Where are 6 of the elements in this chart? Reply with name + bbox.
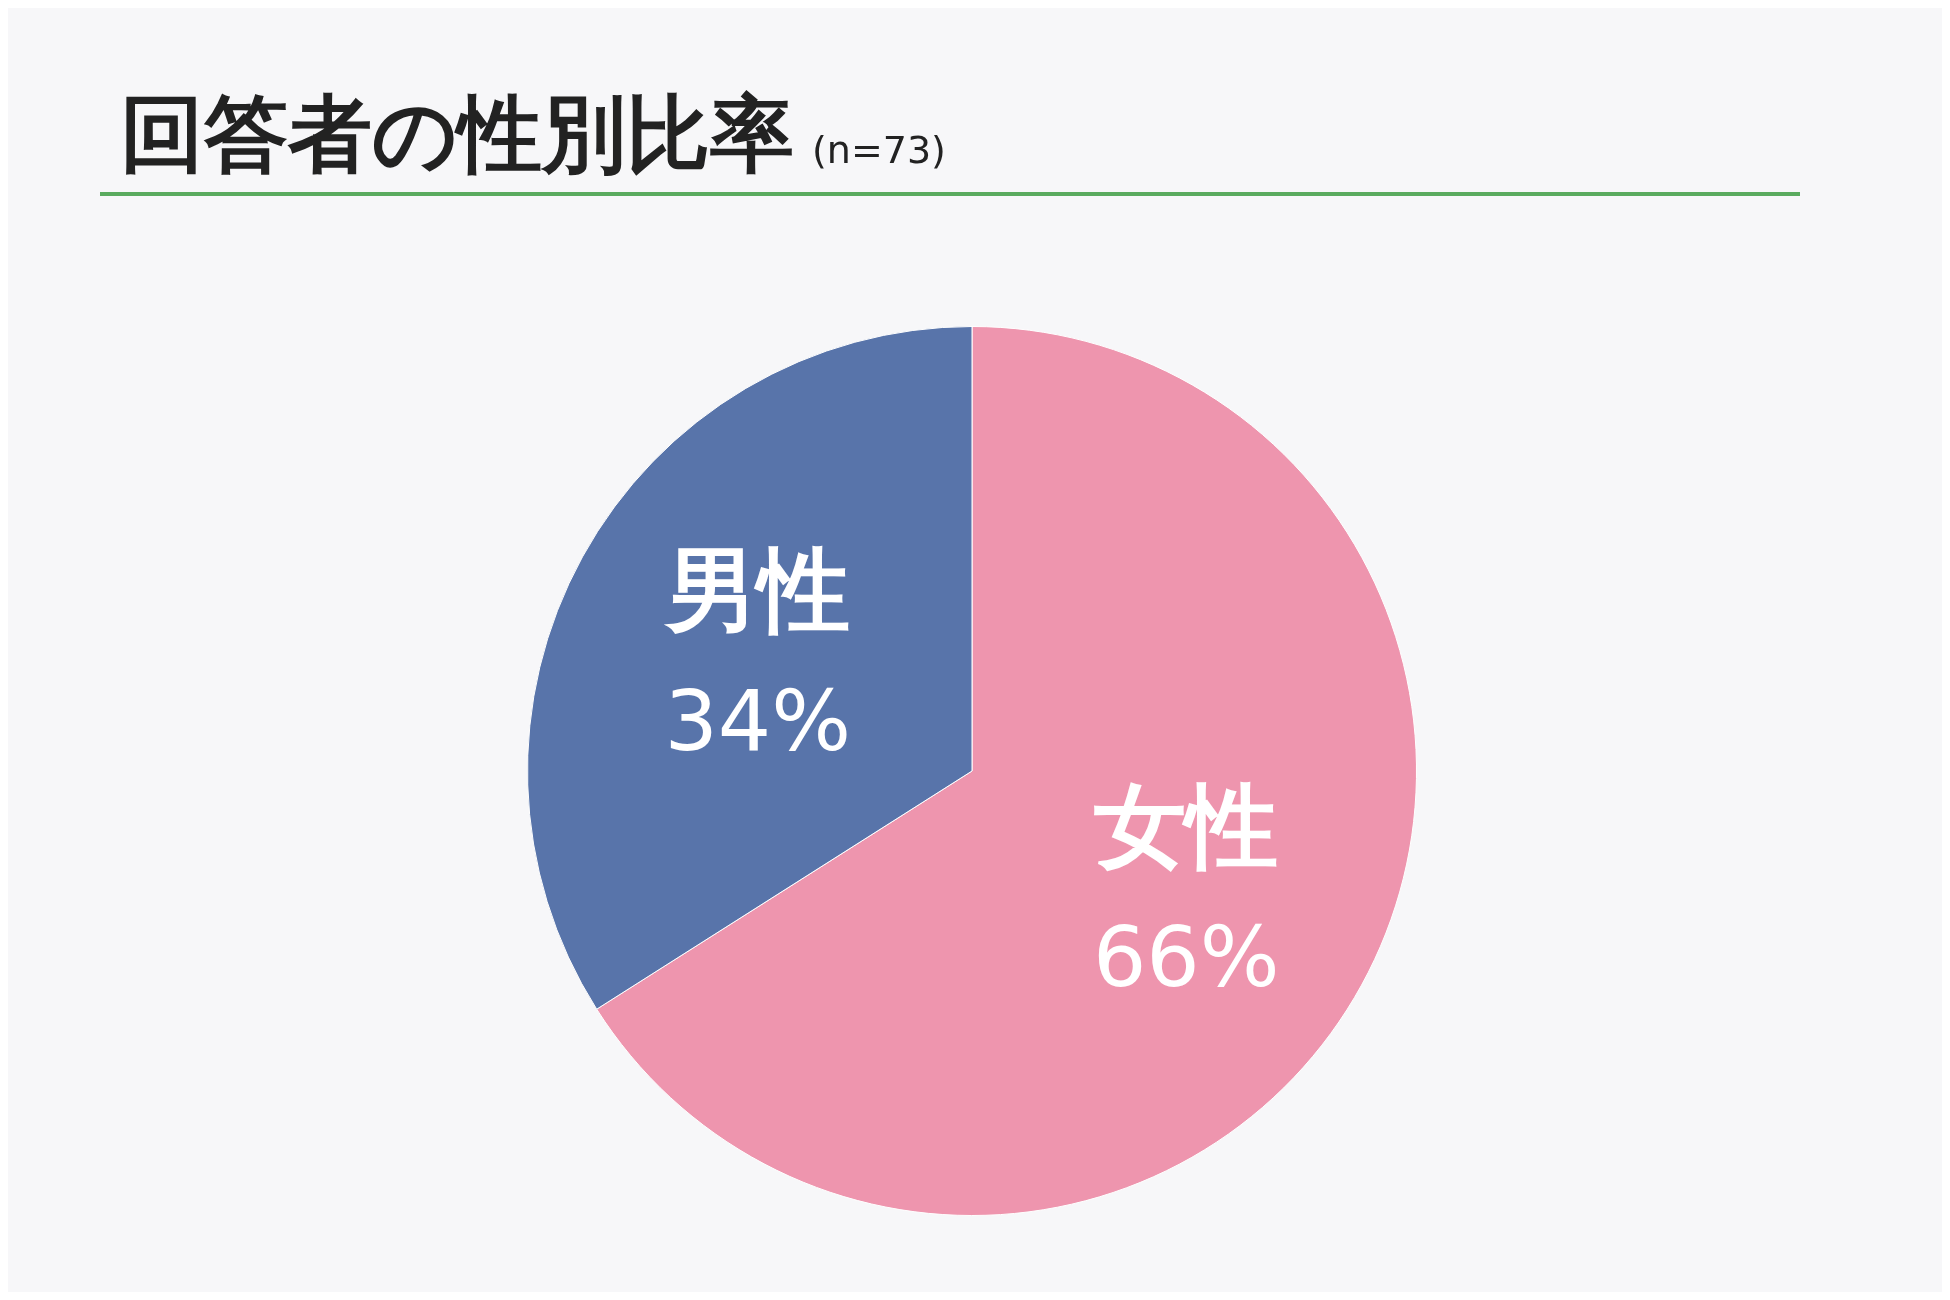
data-label: 66% xyxy=(1092,907,1280,1006)
slice-label: 女性 xyxy=(1094,772,1279,880)
slice-label: 男性 xyxy=(662,537,850,645)
chart-subtitle: (n=73) xyxy=(812,128,946,172)
data-label: 34% xyxy=(664,672,852,771)
chart-title: 回答者の性別比率 xyxy=(120,84,794,185)
